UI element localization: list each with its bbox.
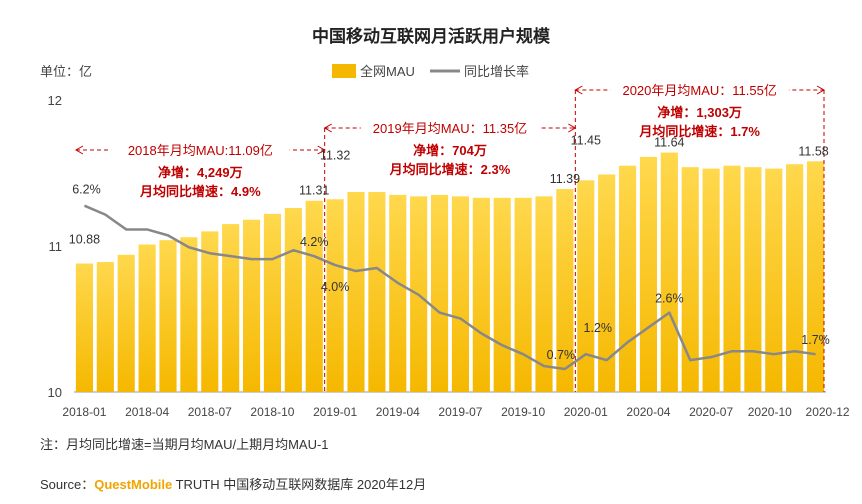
bar-2019-02 [347, 191, 365, 392]
annotation-arrow-left [323, 123, 332, 133]
bar-2020-02 [598, 174, 616, 392]
x-tick-label: 2018-04 [125, 405, 169, 419]
bar-2018-11 [284, 208, 302, 392]
y-tick-label: 10 [48, 385, 62, 400]
growth-value-label: 4.0% [321, 280, 350, 294]
bar-2020-04 [639, 156, 658, 392]
annotation-heading-bg [610, 80, 789, 100]
growth-value-label: 4.2% [300, 235, 329, 249]
bar-value-label: 11.45 [571, 133, 601, 147]
source-prefix: Source： [40, 477, 95, 492]
bar-2019-03 [368, 191, 386, 392]
x-tick-label: 2020-04 [626, 405, 670, 419]
bar-2018-04 [138, 244, 156, 392]
x-tick-label: 2018-10 [250, 405, 294, 419]
x-tick-label: 2019-04 [376, 405, 420, 419]
annotation-net-growth: 净增：704万 [413, 143, 487, 158]
bar-2018-01 [75, 263, 94, 392]
annotation-heading: 2018年月均MAU:11.09亿 [128, 143, 273, 158]
x-tick-label: 2019-07 [438, 405, 482, 419]
bar-2018-02 [96, 262, 114, 392]
bar-2018-12 [305, 200, 323, 392]
bar-2018-07 [201, 231, 219, 392]
x-tick-label: 2019-01 [313, 405, 357, 419]
source-line: Source：QuestMobile TRUTH 中国移动互联网数据库 2020… [40, 474, 426, 493]
bar-2019-12 [556, 189, 574, 392]
growth-line [83, 204, 816, 371]
bar-2019-06 [430, 194, 449, 392]
legend-bar-label: 全网MAU [360, 64, 415, 79]
bar-2019-08 [472, 197, 490, 392]
bar-value-label: 10.88 [69, 233, 100, 247]
bar-value-label: 11.64 [654, 136, 684, 150]
growth-value-label: 6.2% [72, 183, 101, 197]
bar-value-label: 11.58 [798, 144, 828, 158]
bar-2020-10 [765, 168, 783, 392]
growth-rate-line [83, 204, 816, 371]
data-labels: 10.88 11.31 11.32 11.39 11.45 11.64 11.58 6.2% 4… [69, 133, 830, 362]
x-tick-label: 2018-01 [62, 405, 106, 419]
bar-2019-04 [389, 194, 407, 392]
bar-2020-07 [702, 168, 720, 392]
bar-2019-09 [493, 197, 511, 392]
bar-2018-05 [159, 240, 177, 392]
bar-2020-11 [786, 164, 804, 392]
growth-value-label: 1.7% [801, 333, 830, 347]
annotation-heading: 2019年月均MAU：11.35亿 [373, 121, 527, 136]
legend-line-label: 同比增长率 [464, 64, 529, 79]
annotation-arrow-left [574, 85, 583, 95]
unit-label: 单位：亿 [40, 64, 92, 79]
annotation-net-growth: 净增：4,249万 [158, 165, 243, 180]
x-tick-label: 2018-07 [188, 405, 232, 419]
bar-value-label: 11.31 [299, 184, 329, 198]
bar-2020-12 [806, 161, 825, 392]
bar-2019-01 [326, 199, 344, 392]
x-tick-label: 2020-12 [806, 405, 850, 419]
mau-chart: 中国移动互联网月活跃用户规模 单位：亿 全网MAU 同比增长率 10 11 12 20… [40, 26, 850, 419]
bar-2020-03 [618, 165, 637, 392]
chart-title: 中国移动互联网月活跃用户规模 [312, 26, 551, 46]
y-tick-label: 12 [48, 93, 62, 108]
bar-2018-09 [242, 219, 261, 392]
bar-2020-05 [660, 152, 678, 392]
annotation-arrow-left [74, 145, 84, 155]
bar-value-label: 11.32 [320, 148, 350, 162]
annotation-avg-growth: 月均同比增速：1.7% [638, 124, 760, 139]
footnote: 注：月均同比增速=当期月均MAU/上期月均MAU-1 [40, 437, 329, 452]
x-tick-label: 2019-10 [501, 405, 545, 419]
bar-2018-06 [180, 237, 198, 392]
annotation-heading: 2020年月均MAU：11.55亿 [622, 83, 776, 98]
annotation-net-growth: 净增：1,303万 [657, 105, 742, 120]
bar-2018-10 [263, 213, 282, 392]
bar-value-label: 11.39 [550, 172, 580, 186]
x-tick-label: 2020-01 [564, 405, 608, 419]
annotation-avg-growth: 月均同比增速：4.9% [139, 184, 261, 199]
x-tick-label: 2020-07 [689, 405, 733, 419]
bar-2019-11 [535, 196, 553, 392]
annotation-avg-growth: 月均同比增速：2.3% [389, 162, 511, 177]
bar-2018-03 [117, 254, 135, 392]
growth-value-label: 2.6% [655, 292, 684, 306]
x-tick-label: 2020-10 [748, 405, 792, 419]
source-brand: QuestMobile [94, 477, 173, 492]
bar-2020-09 [744, 167, 762, 392]
annotation-heading-bg [111, 140, 290, 160]
annotation-arrow-right [816, 85, 826, 95]
annotation-heading-bg [360, 118, 540, 138]
bar-2019-10 [514, 197, 532, 392]
bars [75, 152, 825, 392]
legend-bar-swatch [332, 64, 356, 78]
y-tick-label: 11 [49, 239, 63, 254]
source-rest: TRUTH 中国移动互联网数据库 2020年12月 [172, 477, 427, 492]
growth-value-label: 0.7% [547, 348, 576, 362]
bar-2020-01 [577, 180, 595, 392]
growth-value-label: 1.2% [584, 321, 613, 335]
bar-2019-07 [451, 196, 470, 392]
legend: 全网MAU 同比增长率 [332, 64, 529, 79]
bar-2020-08 [723, 165, 741, 392]
axes: 10 11 12 2018-01 2018-04 2018-07 2018-10 2019-0… [48, 93, 850, 419]
bar-2020-06 [681, 167, 699, 392]
bar-2018-08 [222, 224, 240, 392]
